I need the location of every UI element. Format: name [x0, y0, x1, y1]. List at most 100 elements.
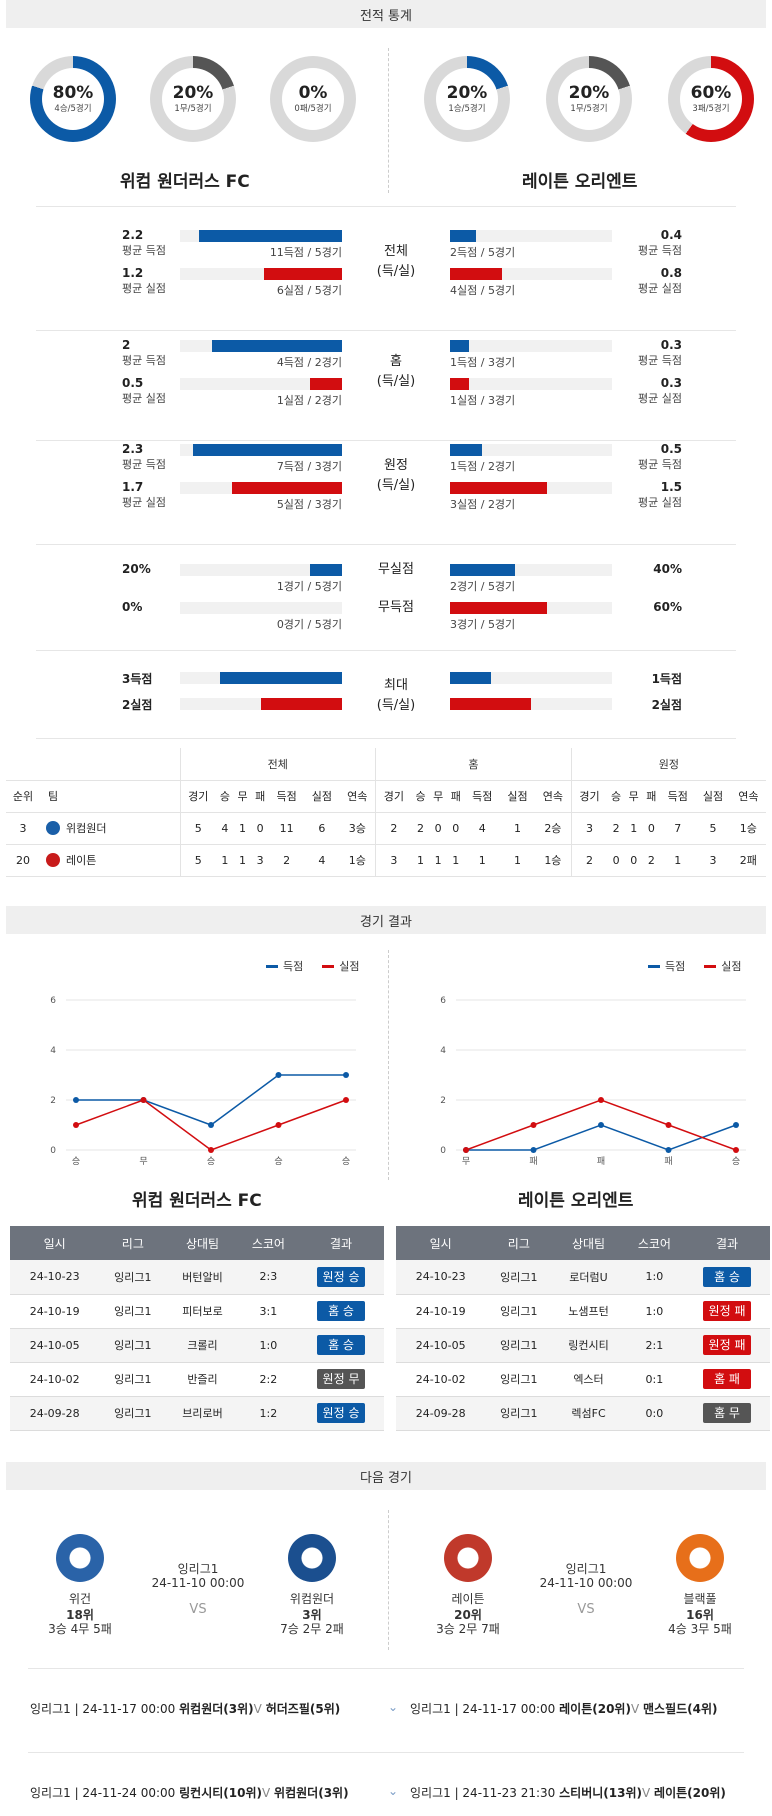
standings-group-header: 홈 — [375, 748, 572, 781]
results-row: 24-10-19 잉리그1 피터보로 3:1 홈 승 — [10, 1294, 384, 1329]
result-date: 24-10-23 — [10, 1260, 100, 1295]
data-point-conceded — [73, 1122, 79, 1128]
y-tick-label: 6 — [50, 996, 56, 1006]
away-stat-value: 0.5 — [660, 442, 682, 456]
standings-cell: 3 — [695, 844, 731, 877]
section-divider — [36, 650, 736, 651]
win-rate-donut: 20% 1무/5경기 — [546, 56, 632, 142]
result-badge: 홈 승 — [703, 1266, 752, 1287]
standings-cell: 1 — [499, 844, 536, 877]
result-outcome-cell: 원정 승 — [298, 1396, 384, 1431]
away-stat-value: 2실점 — [651, 698, 682, 712]
stats-section-title: 전적 통계 — [360, 8, 412, 24]
standings-cell: 4 — [464, 812, 500, 845]
home-bar-track — [180, 378, 342, 390]
away-bar — [450, 672, 491, 684]
data-point-conceded — [343, 1097, 349, 1103]
fixture-team1: 레이튼(20위) — [559, 1702, 631, 1716]
standings-cell: 2 — [268, 844, 305, 877]
upcoming-fixture[interactable]: 잉리그1 | 24-11-17 00:00 위컴원더(3위)V 허더즈필(5위) — [30, 1700, 340, 1717]
next-team2-rank: 16위 — [686, 1608, 714, 1622]
standings-col-header: 경기 — [179, 780, 217, 813]
fixture-vs: V — [262, 1786, 271, 1800]
standings-cell: 0 — [251, 812, 269, 845]
home-bar — [232, 482, 342, 494]
home-bar — [261, 698, 342, 710]
result-outcome-cell: 홈 패 — [684, 1362, 770, 1397]
home-stat-value: 2실점 — [122, 698, 153, 712]
upcoming-fixture[interactable]: 잉리그1 | 24-11-24 00:00 링컨시티(10위)V 위컴원더(3위… — [30, 1784, 349, 1801]
donut-percent: 20% — [172, 83, 214, 103]
result-league: 잉리그1 — [485, 1396, 553, 1431]
data-point-conceded — [275, 1122, 282, 1128]
away-stat-value: 1.5 — [660, 480, 682, 494]
section-divider — [36, 330, 736, 331]
home-stat-value: 0.5 — [122, 376, 144, 390]
standings-col-header: 팀 — [40, 780, 180, 813]
legend-scored-swatch — [648, 964, 660, 968]
standings-cell: 1 — [216, 844, 234, 877]
result-opponent: 크롤리 — [166, 1328, 239, 1363]
fixture-team1: 스티버니(13위) — [559, 1786, 642, 1800]
away-bar — [450, 482, 547, 494]
next-team2-name: 블랙풀 — [683, 1592, 717, 1606]
chart-divider — [388, 950, 389, 1180]
stat-group-label-line: 최대 — [384, 678, 408, 693]
home-stat-value: 2.3 — [122, 442, 144, 456]
standings-cell: 0 — [446, 812, 465, 845]
result-badge: 원정 승 — [317, 1403, 366, 1423]
next-league: 잉리그1 — [565, 1562, 607, 1576]
result-outcome-cell: 홈 무 — [684, 1396, 770, 1431]
upcoming-divider-mid — [28, 1752, 744, 1753]
result-score: 2:1 — [624, 1328, 685, 1363]
fixture-meta: 잉리그1 | 24-11-24 00:00 — [30, 1786, 176, 1800]
results-row: 24-09-28 잉리그1 렉섬FC 0:0 홈 무 — [396, 1396, 770, 1431]
home-results-title: 위컴 원더러스 FC — [132, 1191, 262, 1211]
result-opponent: 피터보로 — [166, 1294, 239, 1329]
results-section-header: 경기 결과 — [6, 906, 766, 934]
legend-scored-swatch — [266, 964, 278, 968]
upcoming-fixture[interactable]: 잉리그1 | 24-11-17 00:00 레이튼(20위)V 맨스필드(4위) — [410, 1700, 718, 1717]
result-date: 24-10-02 — [10, 1362, 100, 1397]
wigan-crest-icon — [56, 1534, 104, 1582]
standings-team[interactable]: 위컴원더 — [40, 812, 180, 845]
results-col-header: 결과 — [684, 1226, 770, 1260]
win-rate-donut: 20% 1승/5경기 — [424, 56, 510, 142]
result-score: 1:0 — [624, 1294, 685, 1329]
away-bar — [450, 444, 482, 456]
fixture-meta: 잉리그1 | 24-11-17 00:00 — [30, 1702, 176, 1716]
donut-caption: 1승/5경기 — [448, 104, 486, 114]
results-col-header: 상대팀 — [552, 1226, 625, 1260]
stat-group-label: 전체 (득/실) — [356, 242, 436, 282]
legend-conceded-label: 실점 — [339, 960, 360, 973]
data-point-scored — [598, 1122, 604, 1128]
home-bar-caption: 6실점 / 5경기 — [276, 284, 342, 297]
home-bar — [310, 564, 342, 576]
home-bar — [199, 230, 342, 242]
standings-cell: 2 — [375, 812, 412, 845]
standings-team[interactable]: 레이튼 — [40, 844, 180, 877]
result-date: 24-10-19 — [396, 1294, 486, 1329]
results-row: 24-10-05 잉리그1 링컨시티 2:1 원정 패 — [396, 1328, 770, 1363]
result-league: 잉리그1 — [485, 1294, 553, 1329]
data-point-conceded — [140, 1097, 147, 1103]
result-date: 24-09-28 — [396, 1396, 486, 1431]
away-bar — [450, 268, 502, 280]
results-row: 24-10-23 잉리그1 버턴알비 2:3 원정 승 — [10, 1260, 384, 1295]
result-league: 잉리그1 — [485, 1260, 553, 1295]
next-team1-record: 3승 2무 7패 — [436, 1622, 500, 1636]
result-outcome-cell: 원정 패 — [684, 1328, 770, 1363]
data-point-scored — [343, 1072, 349, 1078]
standings-col-header: 연속 — [339, 780, 376, 813]
y-tick-label: 2 — [50, 1096, 56, 1106]
upcoming-fixture[interactable]: 잉리그1 | 24-11-23 21:30 스티버니(13위)V 레이튼(20위… — [410, 1784, 726, 1801]
team-cell: 위컴원더 — [40, 820, 180, 836]
upcoming-divider-top — [28, 1668, 744, 1669]
away-bar-track — [450, 378, 612, 390]
standings-rank: 3 — [6, 812, 40, 845]
next-divider — [388, 1510, 389, 1650]
donut-caption: 4승/5경기 — [54, 104, 92, 114]
standings-cell: 1 — [233, 812, 252, 845]
away-bar-caption: 4실점 / 5경기 — [450, 284, 516, 297]
result-score: 1:0 — [624, 1260, 685, 1295]
